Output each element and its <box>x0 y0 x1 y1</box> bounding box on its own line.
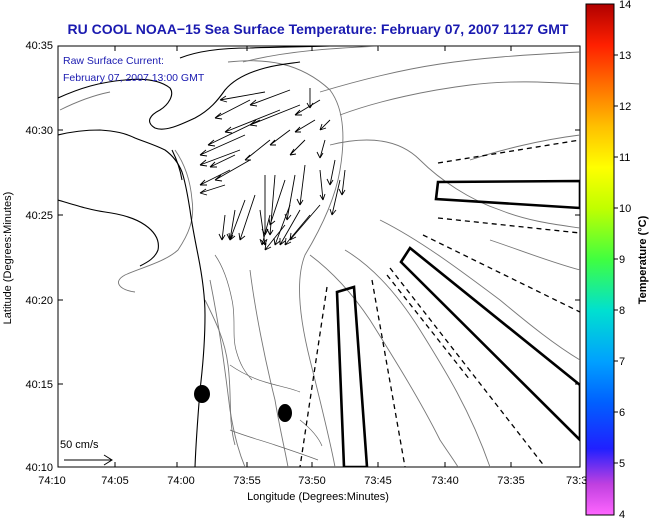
current-note-line1: Raw Surface Current: <box>63 55 164 67</box>
lane-southeast-polygon <box>399 246 580 442</box>
y-axis-label: Latitude (Degrees:Minutes) <box>2 192 14 325</box>
x-tick-label: 74:10 <box>38 475 66 487</box>
y-tick-label: 40:20 <box>25 295 53 307</box>
x-tick-label: 74:00 <box>167 475 195 487</box>
x-tick-label: 73:50 <box>298 475 326 487</box>
y-tick-label: 40:25 <box>25 210 53 222</box>
x-tick-label: 73:35 <box>497 475 525 487</box>
colorbar-label: Temperature (°C) <box>637 215 649 304</box>
colorbar-tick: 9 <box>619 254 625 266</box>
colorbar-tick: 6 <box>619 407 625 419</box>
nearshore-contours <box>214 254 323 461</box>
colorbar-tick: 7 <box>619 356 625 368</box>
x-tick-label: 73:40 <box>431 475 459 487</box>
lane-east-polygon <box>434 179 580 210</box>
y-tick-label: 40:30 <box>25 125 53 137</box>
colorbar-tick: 4 <box>619 509 625 519</box>
bathymetry-contours <box>59 46 580 467</box>
colorbar-tick: 5 <box>619 458 625 470</box>
colorbar-tick: 12 <box>619 101 631 113</box>
plot-area <box>57 45 581 468</box>
colorbar-tick: 8 <box>619 305 625 317</box>
buoy-marker-2 <box>278 404 292 422</box>
colorbar-tick: 13 <box>619 50 631 62</box>
scale-arrow: 50 cm/s <box>60 439 113 466</box>
lane-south-polygon <box>335 285 369 467</box>
colorbar: 14 13 12 11 10 9 8 7 6 5 4 Temperature (… <box>585 0 649 519</box>
colorbar-gradient <box>585 3 615 516</box>
current-note-line2: February 07, 2007 13:00 GMT <box>63 72 205 84</box>
x-tick-label: 73:55 <box>233 475 261 487</box>
scale-arrow-label: 50 cm/s <box>60 439 99 451</box>
x-axis <box>57 46 512 467</box>
y-tick-label: 40:35 <box>25 40 53 52</box>
x-tick-label: 74:05 <box>101 475 129 487</box>
colorbar-tick: 14 <box>619 0 631 11</box>
colorbar-tick: 11 <box>619 152 630 164</box>
figure-title: RU COOL NOAA−15 Sea Surface Temperature:… <box>68 21 569 37</box>
buoy-marker-1 <box>194 385 210 403</box>
x-tick-label: 73:45 <box>364 475 392 487</box>
coastline <box>58 46 331 467</box>
y-tick-label: 40:15 <box>25 379 53 391</box>
shipping-lanes <box>299 139 580 467</box>
y-tick-label: 40:10 <box>25 462 53 474</box>
x-axis-label: Longitude (Degrees:Minutes) <box>247 491 389 503</box>
colorbar-tick: 10 <box>619 203 631 215</box>
current-vectors <box>199 88 346 251</box>
y-axis <box>58 129 580 385</box>
x-tick-label: 73:3 <box>566 475 587 487</box>
